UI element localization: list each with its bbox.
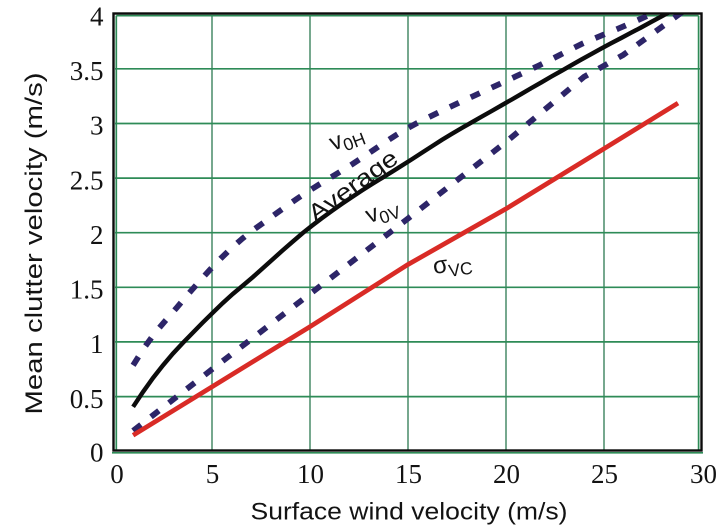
- svg-text:30: 30: [690, 459, 717, 489]
- svg-text:0: 0: [110, 459, 124, 489]
- svg-text:1.5: 1.5: [70, 275, 104, 305]
- svg-text:3.5: 3.5: [70, 56, 104, 86]
- svg-text:15: 15: [395, 459, 422, 489]
- svg-text:10: 10: [297, 459, 324, 489]
- svg-text:0: 0: [90, 438, 104, 468]
- svg-text:0.5: 0.5: [70, 384, 104, 414]
- svg-text:5: 5: [206, 459, 220, 489]
- svg-text:2: 2: [90, 220, 104, 250]
- svg-text:1: 1: [90, 329, 104, 359]
- svg-text:Mean clutter velocity (m/s): Mean clutter velocity (m/s): [21, 73, 48, 415]
- svg-text:4: 4: [90, 2, 104, 32]
- svg-text:3: 3: [90, 111, 104, 141]
- svg-text:20: 20: [493, 459, 520, 489]
- svg-text:2.5: 2.5: [70, 165, 104, 195]
- svg-text:25: 25: [591, 459, 618, 489]
- svg-text:Surface wind velocity (m/s): Surface wind velocity (m/s): [251, 499, 568, 526]
